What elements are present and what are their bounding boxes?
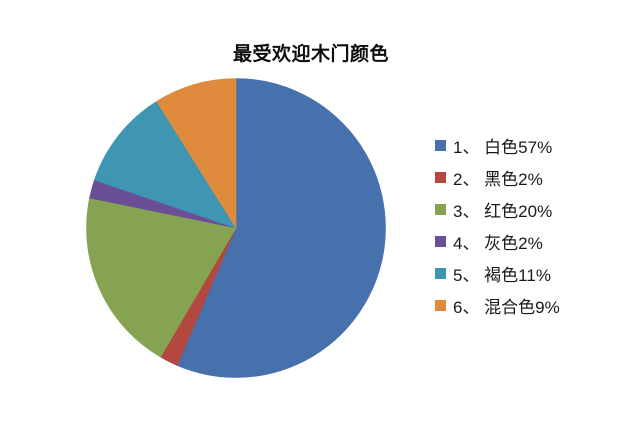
legend-swatch bbox=[435, 171, 446, 183]
pie-slice-混合色 bbox=[156, 78, 237, 230]
legend-item: 6、 混合色9% bbox=[435, 289, 560, 321]
legend-swatch bbox=[435, 235, 446, 247]
legend-item: 2、 黑色2% bbox=[435, 161, 560, 193]
legend-swatch bbox=[435, 139, 446, 151]
legend-item: 3、 红色20% bbox=[435, 193, 560, 225]
legend-label: 6、 混合色9% bbox=[453, 297, 560, 317]
pie-slice-褐色 bbox=[94, 100, 237, 229]
legend-swatch bbox=[435, 299, 446, 311]
pie-chart bbox=[86, 78, 386, 378]
legend-swatch bbox=[435, 203, 446, 215]
legend-item: 1、 白色57% bbox=[435, 129, 560, 161]
legend-label: 1、 白色57% bbox=[453, 137, 553, 157]
pie-slice-白色 bbox=[176, 78, 386, 378]
chart-title: 最受欢迎木门颜色 bbox=[232, 44, 390, 65]
legend-label: 2、 黑色2% bbox=[453, 169, 543, 189]
legend-label: 5、 褐色11% bbox=[453, 265, 551, 285]
legend-swatch bbox=[435, 267, 446, 279]
pie-slice-红色 bbox=[86, 197, 237, 358]
legend: 1、 白色57% 2、 黑色2% 3、 红色20% 4、 灰色2% 5、 褐色11% 6、… bbox=[435, 129, 560, 321]
legend-label: 3、 红色20% bbox=[453, 201, 553, 221]
legend-item: 4、 灰色2% bbox=[435, 225, 560, 257]
legend-item: 5、 褐色11% bbox=[435, 257, 560, 289]
legend-label: 4、 灰色2% bbox=[453, 233, 543, 253]
